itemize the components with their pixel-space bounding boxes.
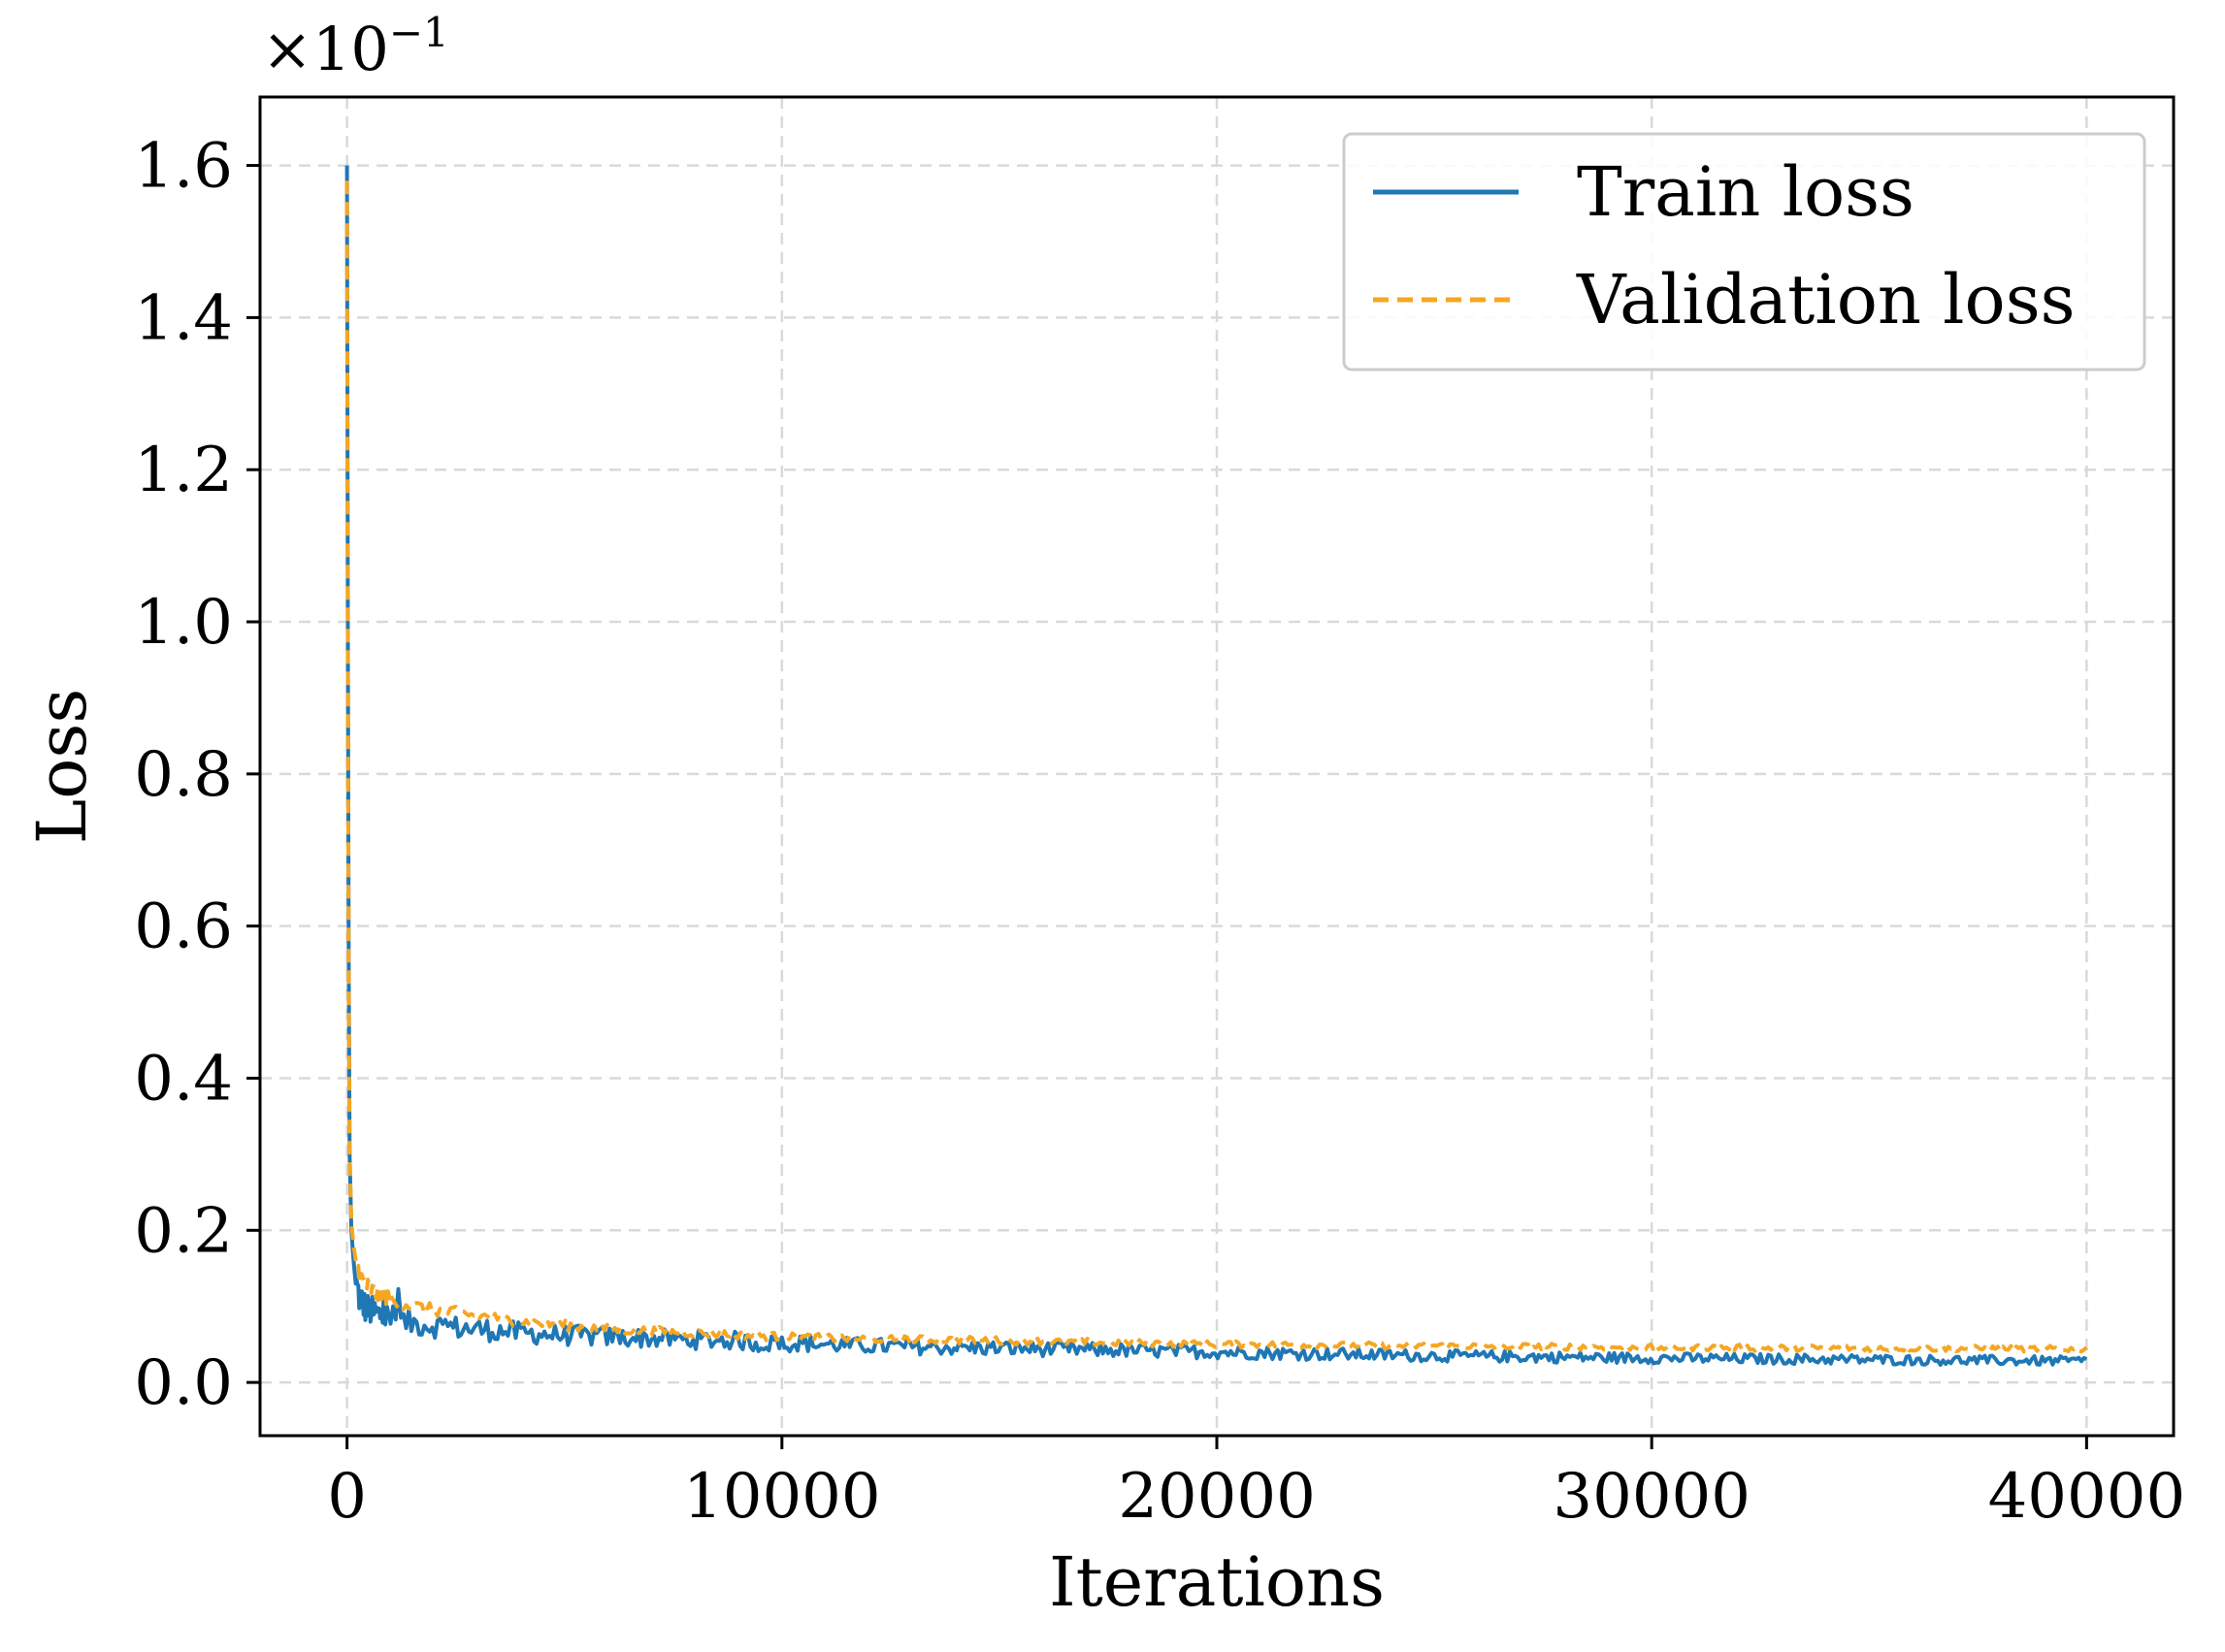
- x-axis-label: Iterations: [1049, 1542, 1385, 1622]
- legend-train-label: Train loss: [1577, 152, 1914, 232]
- y-tick-label: 0.6: [134, 891, 233, 963]
- y-tick-label: 0.0: [134, 1347, 233, 1419]
- legend-box: [1342, 132, 2146, 372]
- y-tick-label: 1.0: [134, 587, 233, 659]
- y-axis-label: Loss: [22, 689, 102, 844]
- y-axis-multiplier: ×10−1: [262, 9, 449, 84]
- y-tick-label: 0.2: [134, 1195, 233, 1267]
- x-tick-label: 30000: [1553, 1461, 1751, 1533]
- legend: Train loss Validation loss: [1342, 132, 2146, 372]
- y-tick-label: 1.6: [134, 131, 233, 203]
- validation-loss-line: [344, 180, 2088, 1354]
- ticks: 0 10000 20000 30000 40000 0.0 0.2 0.4 0.6 0.8 1.0 1…: [134, 131, 2185, 1533]
- x-tick-label: 10000: [683, 1461, 881, 1533]
- series-layer: [344, 165, 2088, 1367]
- y-multiplier-exponent: −1: [389, 9, 449, 56]
- x-tick-label: 40000: [1988, 1461, 2186, 1533]
- y-tick-label: 1.4: [134, 282, 233, 354]
- y-multiplier-base: ×10: [262, 14, 389, 84]
- train-loss-line: [344, 165, 2088, 1367]
- y-tick-label: 0.8: [134, 739, 233, 811]
- y-tick-label: 1.2: [134, 435, 233, 506]
- legend-validation-label: Validation loss: [1576, 260, 2076, 340]
- x-tick-label: 20000: [1118, 1461, 1316, 1533]
- y-tick-label: 0.4: [134, 1043, 233, 1115]
- x-tick-label: 0: [327, 1461, 367, 1533]
